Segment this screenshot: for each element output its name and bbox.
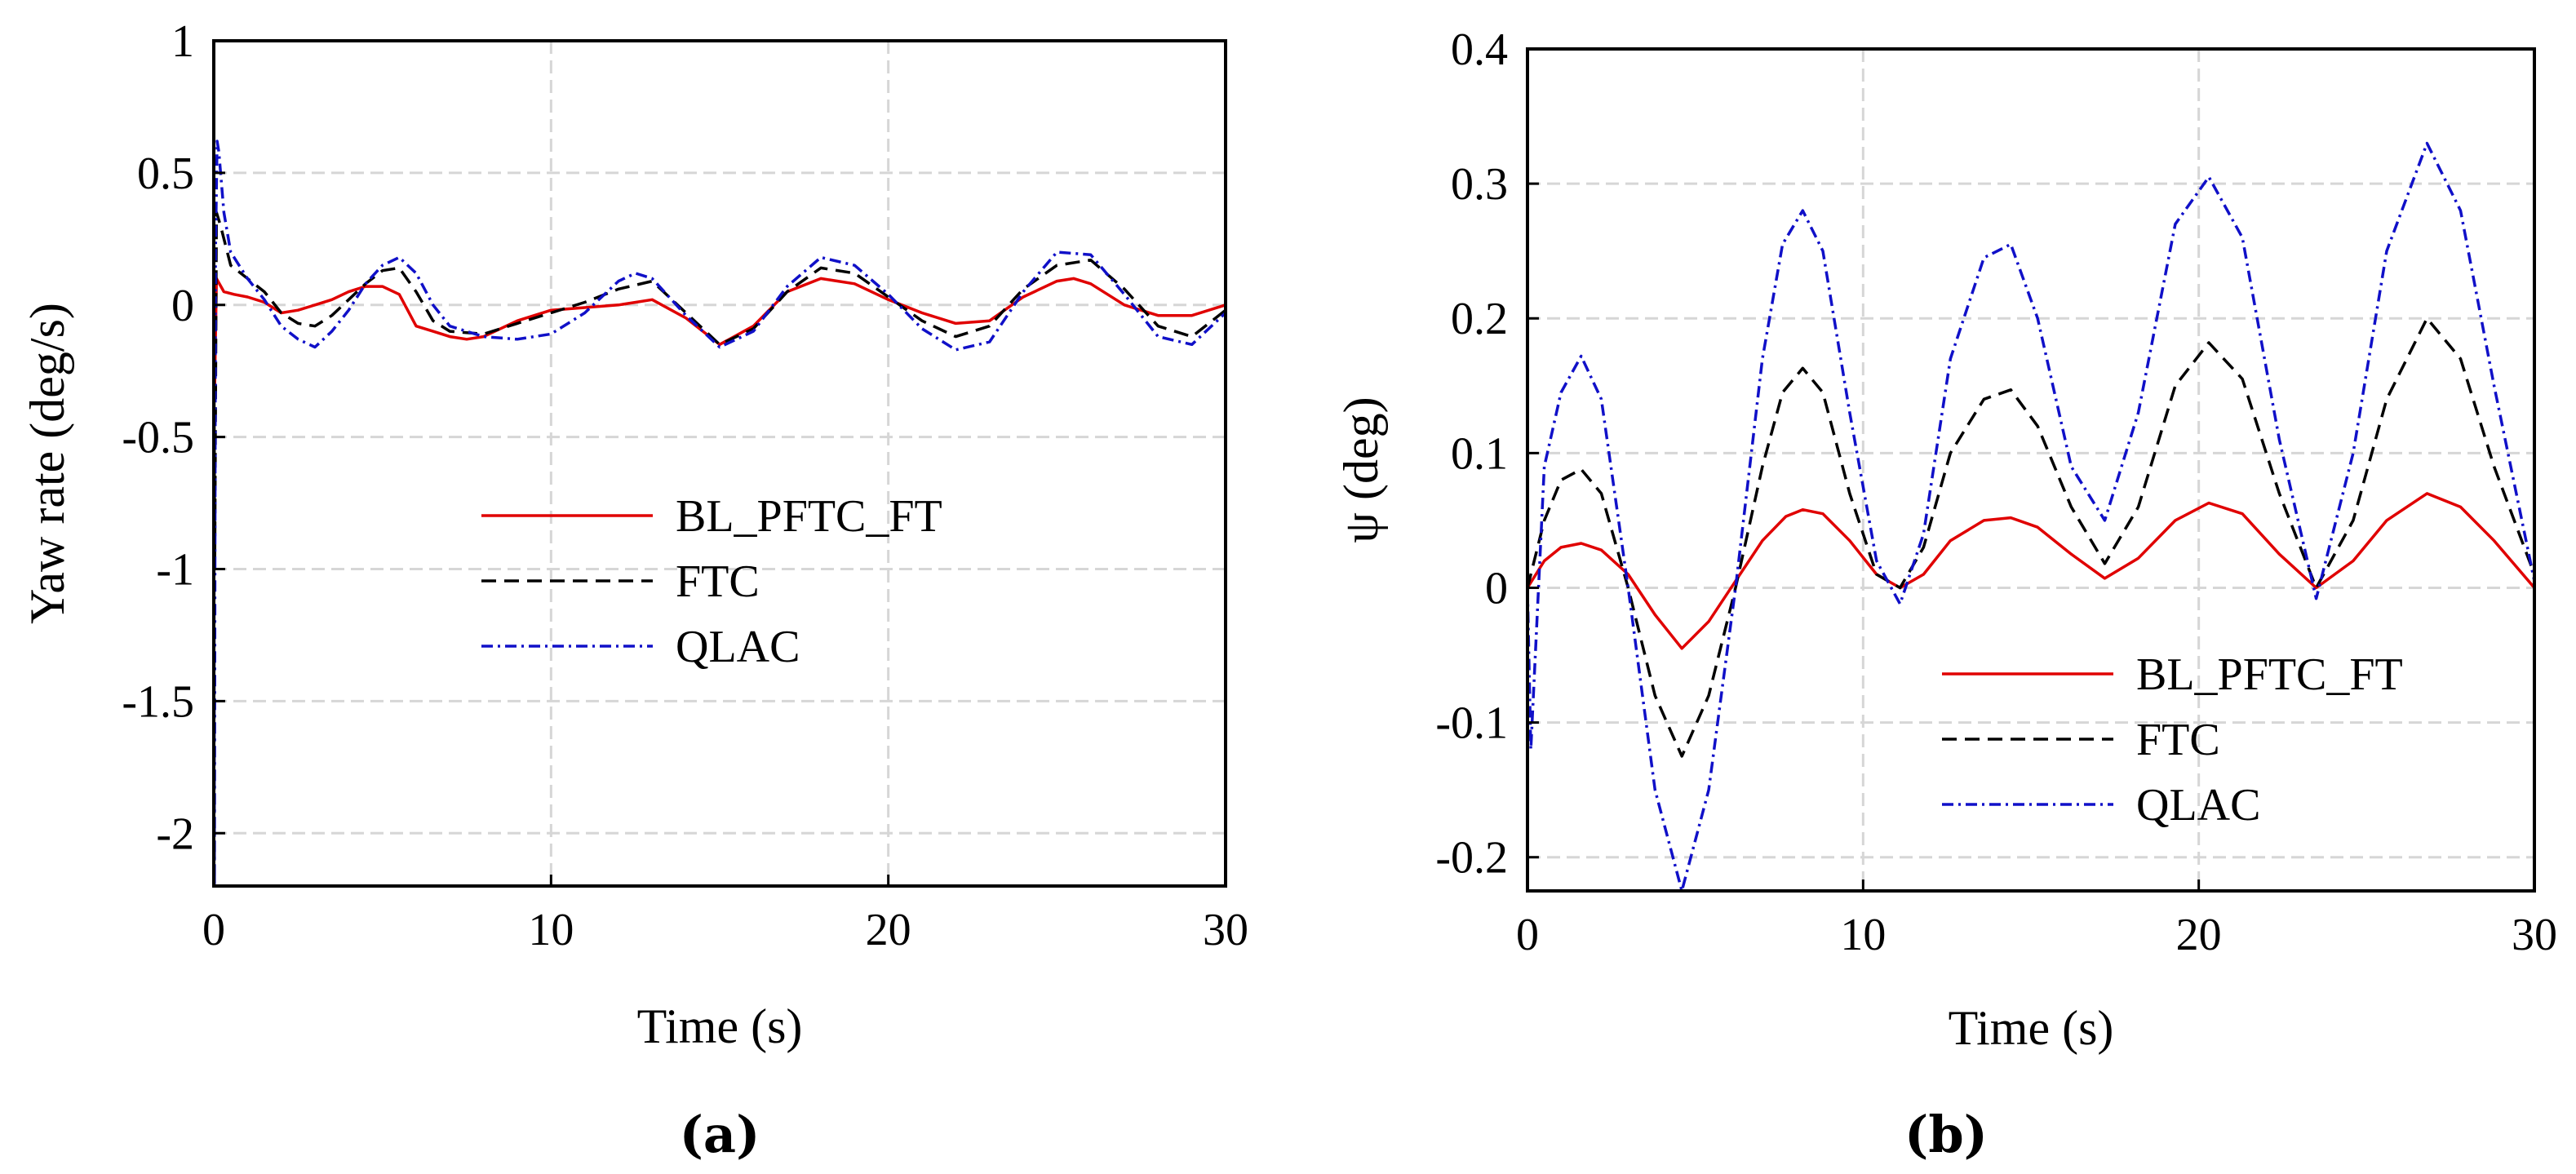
x-tick-label-b-2: 20	[2176, 910, 2222, 960]
legend-label-a-1: FTC	[676, 556, 760, 607]
legend-b: BL_PFTC_FT FTC QLAC	[1942, 649, 2403, 831]
x-tick-label-a-3: 30	[1203, 905, 1248, 955]
x-axis-label-b: Time (s)	[1949, 1001, 2114, 1055]
x-tick-label-a-1: 10	[528, 905, 574, 955]
series-line-b-qlac	[1527, 141, 2534, 891]
ticks-a: 0 10 20 30 1 0.5 0 -0.5 -1 -1.5 -2	[122, 16, 1248, 955]
x-tick-label-b-0: 0	[1516, 910, 1539, 960]
legend-label-b-1: FTC	[2136, 715, 2220, 765]
series-line-a-ftc	[214, 210, 1226, 571]
y-axis-label-a: Yaw rate (deg/s)	[20, 303, 74, 624]
y-tick-label-b-0: 0.4	[1451, 24, 1508, 75]
x-tick-label-b-3: 30	[2512, 910, 2557, 960]
y-tick-label-b-3: 0.1	[1451, 428, 1508, 479]
y-tick-label-b-5: -0.1	[1435, 698, 1508, 749]
y-tick-label-a-1: 0.5	[137, 148, 194, 199]
axes-box-a	[212, 39, 1227, 888]
panel-label-b: (b)	[1904, 1105, 1988, 1164]
legend-label-a-0: BL_PFTC_FT	[676, 491, 942, 542]
y-tick-label-a-3: -0.5	[122, 413, 194, 463]
grid-a	[214, 41, 1226, 886]
legend-label-a-2: QLAC	[676, 622, 800, 672]
y-tick-label-a-0: 1	[171, 16, 194, 67]
x-tick-label-a-0: 0	[202, 905, 225, 955]
series-line-b-bl-pftc-ft	[1527, 492, 2534, 650]
plot-frame-b	[1527, 49, 2534, 891]
y-tick-label-a-5: -1.5	[122, 676, 194, 727]
series-line-a-qlac	[214, 140, 1226, 886]
legend-label-b-0: BL_PFTC_FT	[2136, 649, 2403, 700]
y-tick-label-b-4: 0	[1485, 563, 1508, 614]
y-tick-label-a-2: 0	[171, 281, 194, 331]
series-a	[214, 140, 1226, 886]
y-tick-label-b-6: -0.2	[1435, 833, 1508, 884]
panel-label-a: (a)	[680, 1105, 760, 1164]
x-tick-label-a-2: 20	[866, 905, 911, 955]
plot-frame-a	[214, 41, 1226, 886]
chart-a: 0 10 20 30 1 0.5 0 -0.5 -1 -1.5 -2 BL_PFTC_FT FTC QL…	[20, 16, 1248, 1164]
legend-a: BL_PFTC_FT FTC QLAC	[481, 491, 942, 672]
x-axis-label-a: Time (s)	[637, 999, 803, 1053]
y-tick-label-a-6: -2	[156, 809, 194, 859]
series-b	[1527, 141, 2534, 891]
y-tick-label-b-2: 0.2	[1451, 294, 1508, 344]
ticks-b: 0 10 20 30 0.4 0.3 0.2 0.1 0 -0.1 -0.2	[1435, 24, 2557, 960]
y-tick-label-a-4: -1	[156, 545, 194, 596]
legend-label-b-2: QLAC	[2136, 780, 2260, 831]
grid-b	[1527, 49, 2534, 891]
x-tick-label-b-1: 10	[1840, 910, 1886, 960]
chart-b: 0 10 20 30 0.4 0.3 0.2 0.1 0 -0.1 -0.2 BL_PFTC_FT F…	[1334, 24, 2557, 1164]
axes-box-b	[1526, 47, 2536, 893]
y-axis-label-b: ψ (deg)	[1334, 397, 1388, 543]
y-tick-label-b-1: 0.3	[1451, 159, 1508, 210]
